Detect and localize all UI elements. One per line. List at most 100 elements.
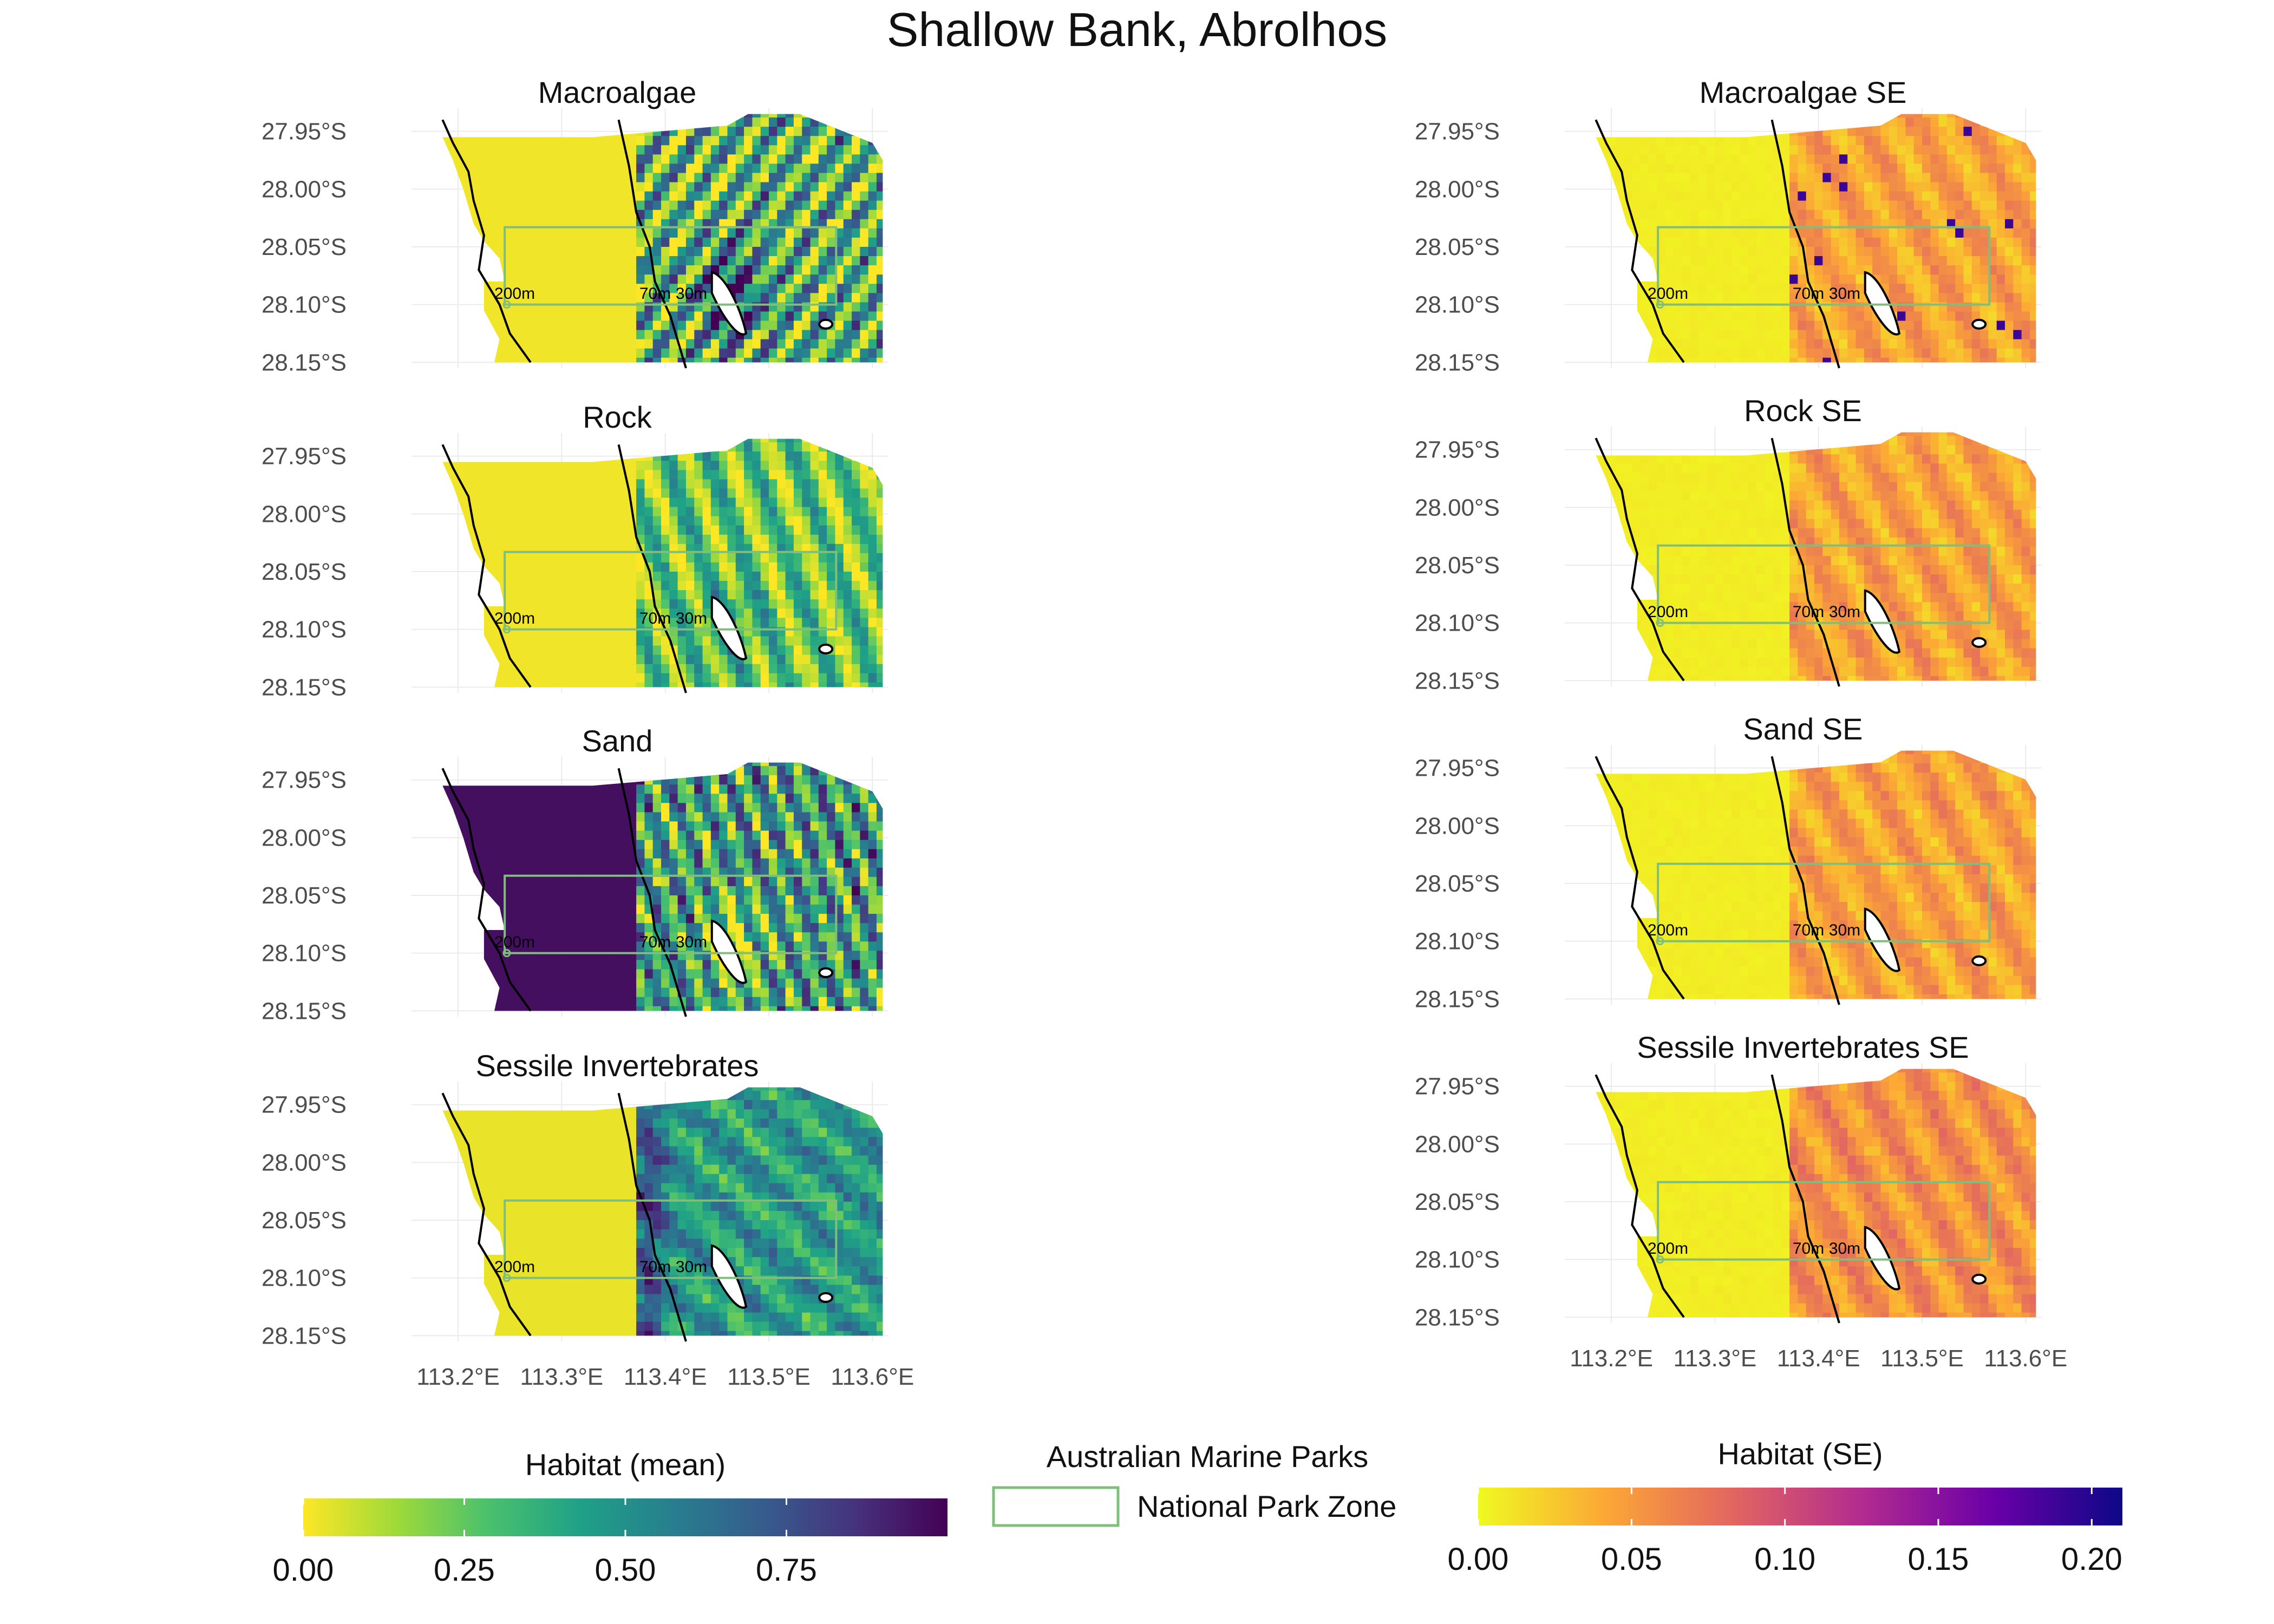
raster-cell	[727, 821, 736, 831]
raster-cell	[586, 433, 595, 443]
raster-cell	[437, 905, 446, 914]
raster-cell	[636, 321, 645, 331]
raster-cell	[595, 970, 604, 979]
raster-cell	[512, 821, 521, 831]
raster-cell	[727, 256, 736, 266]
raster-cell	[811, 914, 819, 924]
raster-cell	[877, 219, 885, 229]
raster-cell	[827, 127, 835, 136]
raster-cell	[885, 849, 893, 859]
raster-cell	[811, 608, 819, 618]
raster-cell	[644, 321, 653, 331]
raster-cell	[877, 553, 885, 563]
raster-cell	[586, 923, 595, 933]
raster-cell	[811, 941, 819, 951]
raster-cell	[437, 599, 446, 609]
raster-cell	[528, 479, 537, 489]
raster-cell	[794, 284, 802, 293]
raster-cell	[786, 526, 794, 535]
raster-cell	[844, 136, 852, 146]
raster-cell	[512, 117, 521, 127]
raster-cell	[761, 581, 769, 591]
raster-cell	[586, 265, 595, 275]
raster-cell	[678, 821, 687, 831]
raster-cell	[786, 265, 794, 275]
raster-cell	[686, 201, 695, 211]
raster-cell	[860, 247, 868, 257]
raster-cell	[752, 840, 761, 850]
raster-cell	[786, 988, 794, 998]
raster-cell	[694, 127, 703, 136]
raster-cell	[487, 590, 496, 600]
raster-cell	[495, 664, 504, 674]
raster-cell	[744, 784, 753, 794]
raster-cell	[819, 932, 827, 942]
raster-cell	[686, 442, 695, 452]
raster-cell	[545, 516, 554, 526]
raster-cell	[802, 339, 811, 349]
raster-cell	[686, 479, 695, 489]
raster-cell	[777, 877, 786, 887]
raster-cell	[752, 192, 761, 201]
raster-cell	[437, 535, 446, 545]
raster-cell	[885, 664, 893, 674]
raster-cell	[644, 192, 653, 201]
raster-cell	[611, 840, 620, 850]
raster-cell	[471, 442, 479, 452]
raster-cell	[786, 831, 794, 841]
raster-cell	[752, 655, 761, 665]
raster-cell	[827, 941, 835, 951]
raster-cell	[868, 960, 877, 970]
raster-cell	[653, 136, 662, 146]
raster-cell	[437, 923, 446, 933]
raster-cell	[520, 1016, 529, 1025]
raster-cell	[777, 293, 786, 303]
raster-cell	[611, 553, 620, 563]
raster-cell	[520, 442, 529, 452]
raster-cell	[777, 201, 786, 211]
raster-cell	[446, 330, 454, 340]
raster-cell	[860, 655, 868, 665]
raster-cell	[719, 914, 728, 924]
raster-cell	[603, 461, 612, 470]
raster-cell	[736, 117, 744, 127]
raster-cell	[827, 590, 835, 600]
raster-cell	[446, 1118, 454, 1128]
raster-cell	[611, 599, 620, 609]
raster-cell	[719, 590, 728, 600]
raster-cell	[844, 960, 852, 970]
raster-cell	[636, 757, 645, 767]
raster-cell	[437, 859, 446, 868]
raster-cell	[786, 766, 794, 776]
raster-cell	[595, 664, 604, 674]
raster-cell	[877, 627, 885, 637]
raster-cell	[678, 895, 687, 905]
raster-cell	[769, 108, 777, 118]
raster-cell	[802, 145, 811, 155]
raster-cell	[719, 173, 728, 182]
raster-cell	[520, 201, 529, 211]
raster-cell	[578, 821, 587, 831]
raster-cell	[711, 581, 720, 591]
raster-cell	[636, 367, 645, 377]
raster-cell	[835, 673, 844, 683]
raster-cell	[794, 831, 802, 841]
raster-cell	[711, 636, 720, 646]
raster-cell	[752, 516, 761, 526]
raster-cell	[661, 970, 670, 979]
raster-cell	[877, 238, 885, 247]
raster-cell	[761, 997, 769, 1007]
raster-cell	[727, 154, 736, 164]
raster-cell	[462, 330, 471, 340]
raster-cell	[777, 895, 786, 905]
raster-cell	[877, 960, 885, 970]
raster-cell	[885, 923, 893, 933]
raster-cell	[761, 321, 769, 331]
raster-cell	[852, 526, 860, 535]
raster-cell	[653, 108, 662, 118]
raster-cell	[877, 507, 885, 517]
raster-cell	[537, 886, 545, 896]
raster-cell	[860, 201, 868, 211]
raster-cell	[744, 562, 753, 572]
raster-cell	[678, 274, 687, 284]
